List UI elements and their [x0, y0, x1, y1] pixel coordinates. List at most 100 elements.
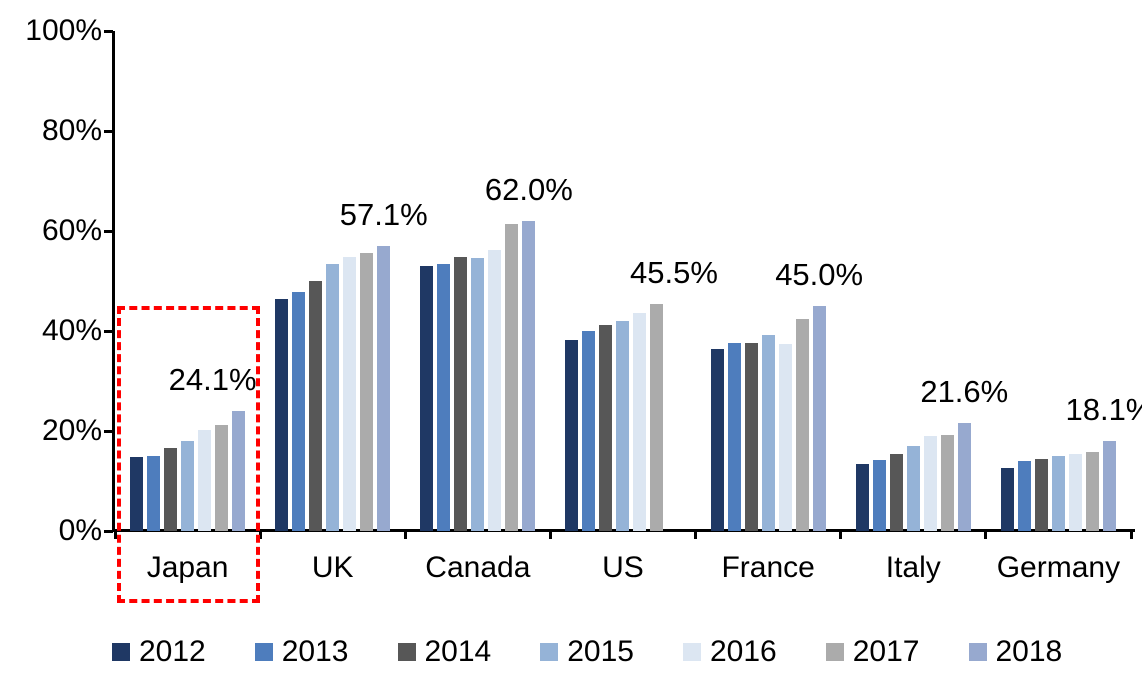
y-axis-tick: [104, 230, 113, 233]
bar-group-france: [696, 31, 841, 531]
x-axis-tick: [403, 531, 407, 539]
y-axis-tick: [104, 30, 113, 33]
bar-germany-2014: [1034, 459, 1048, 531]
y-axis-label: 80%: [41, 114, 102, 147]
bar-canada-2012: [420, 266, 434, 531]
legend-item-2012: 2012: [112, 635, 206, 669]
category-label-canada: Canada: [425, 551, 531, 584]
x-axis-tick: [113, 531, 117, 539]
legend-swatch-2012: [112, 643, 130, 661]
data-label-japan: 24.1%: [168, 361, 257, 397]
bar-group-canada: [405, 31, 550, 531]
legend-label-2015: 2015: [567, 635, 634, 668]
bar-italy-2015: [906, 446, 920, 531]
legend-label-2012: 2012: [139, 635, 206, 668]
y-axis-tick: [104, 530, 113, 533]
legend-label-2018: 2018: [995, 635, 1063, 668]
bar-italy-2014: [889, 454, 903, 531]
x-axis-tick: [839, 531, 843, 539]
y-axis-label: 40%: [41, 314, 102, 347]
legend-swatch-2016: [683, 643, 701, 661]
y-axis-label: 60%: [41, 214, 102, 247]
bar-italy-2016: [923, 435, 937, 531]
bar-uk-2017: [360, 253, 374, 531]
y-axis-line: [112, 31, 115, 532]
legend-item-2017: 2017: [825, 635, 920, 669]
y-axis-label: 100%: [25, 14, 102, 47]
bar-uk-2018: [377, 245, 391, 531]
legend-label-2016: 2016: [710, 635, 777, 668]
y-axis-label: 0%: [58, 514, 102, 547]
bar-france-2017: [795, 319, 809, 531]
bar-uk-2015: [326, 264, 340, 531]
y-axis-label: 20%: [41, 414, 102, 447]
bar-japan-2018: [232, 410, 246, 531]
bar-japan-2016: [198, 430, 212, 531]
data-label-canada: 62.0%: [484, 172, 573, 207]
bar-germany-2013: [1017, 461, 1031, 531]
bar-germany-2012: [1000, 468, 1014, 531]
category-label-italy: Italy: [885, 551, 941, 584]
category-label-france: France: [721, 551, 815, 584]
bar-uk-2016: [343, 257, 357, 531]
legend-label-2017: 2017: [852, 635, 920, 668]
y-axis-tick: [104, 330, 113, 333]
legend-swatch-2014: [397, 643, 416, 661]
legend-swatch-2013: [254, 643, 273, 661]
category-label-germany: Germany: [996, 551, 1121, 584]
bar-japan-2012: [130, 457, 144, 531]
bar-japan-2015: [181, 440, 195, 531]
x-axis-tick: [258, 531, 262, 539]
data-label-uk: 57.1%: [339, 196, 428, 232]
bar-us-2015: [616, 320, 630, 531]
bar-canada-2014: [454, 257, 468, 531]
category-label-uk: UK: [311, 551, 354, 584]
bar-us-2016: [633, 313, 647, 531]
category-label-japan: Japan: [146, 551, 229, 584]
data-label-italy: 21.6%: [920, 374, 1009, 409]
legend-item-2014: 2014: [397, 635, 492, 669]
bar-uk-2012: [275, 299, 289, 531]
y-axis-tick: [104, 130, 113, 133]
x-axis-tick: [1129, 531, 1133, 539]
legend-item-2018: 2018: [968, 635, 1063, 669]
bar-group-germany: [986, 31, 1131, 531]
legend-item-2013: 2013: [254, 635, 349, 669]
x-axis-tick: [548, 531, 552, 539]
bar-france-2013: [727, 342, 741, 531]
bar-japan-2014: [164, 448, 178, 531]
bar-canada-2018: [522, 221, 536, 531]
legend-label-2014: 2014: [424, 635, 492, 668]
bar-us-2012: [565, 340, 579, 531]
legend-item-2015: 2015: [540, 635, 634, 669]
bar-group-italy: [841, 31, 986, 531]
bar-canada-2016: [488, 250, 502, 531]
legend: 2012 2013 2014 2015 2016 2017 2018: [112, 635, 1062, 669]
bar-germany-2018: [1102, 440, 1116, 531]
bar-france-2016: [778, 344, 792, 531]
bar-canada-2013: [437, 264, 451, 531]
y-axis-tick: [104, 430, 113, 433]
bar-italy-2013: [872, 459, 886, 531]
bar-france-2014: [744, 342, 758, 531]
legend-swatch-2017: [825, 643, 844, 661]
bar-germany-2017: [1085, 451, 1099, 531]
bar-germany-2016: [1068, 454, 1082, 531]
bar-france-2015: [761, 334, 775, 531]
bar-canada-2017: [505, 223, 519, 531]
legend-swatch-2018: [968, 643, 987, 661]
bar-uk-2013: [292, 292, 306, 531]
bar-us-2017: [650, 303, 664, 531]
bar-japan-2013: [147, 456, 161, 531]
bar-canada-2015: [471, 258, 485, 531]
bar-italy-2018: [957, 423, 971, 531]
bar-japan-2017: [215, 425, 229, 531]
x-axis-tick: [694, 531, 698, 539]
bar-us-2014: [599, 325, 613, 531]
bar-italy-2012: [855, 464, 869, 531]
legend-label-2013: 2013: [281, 635, 349, 668]
bar-group-uk: [260, 31, 405, 531]
bar-group-japan: [115, 31, 260, 531]
data-label-germany: 18.1%: [1065, 391, 1142, 427]
